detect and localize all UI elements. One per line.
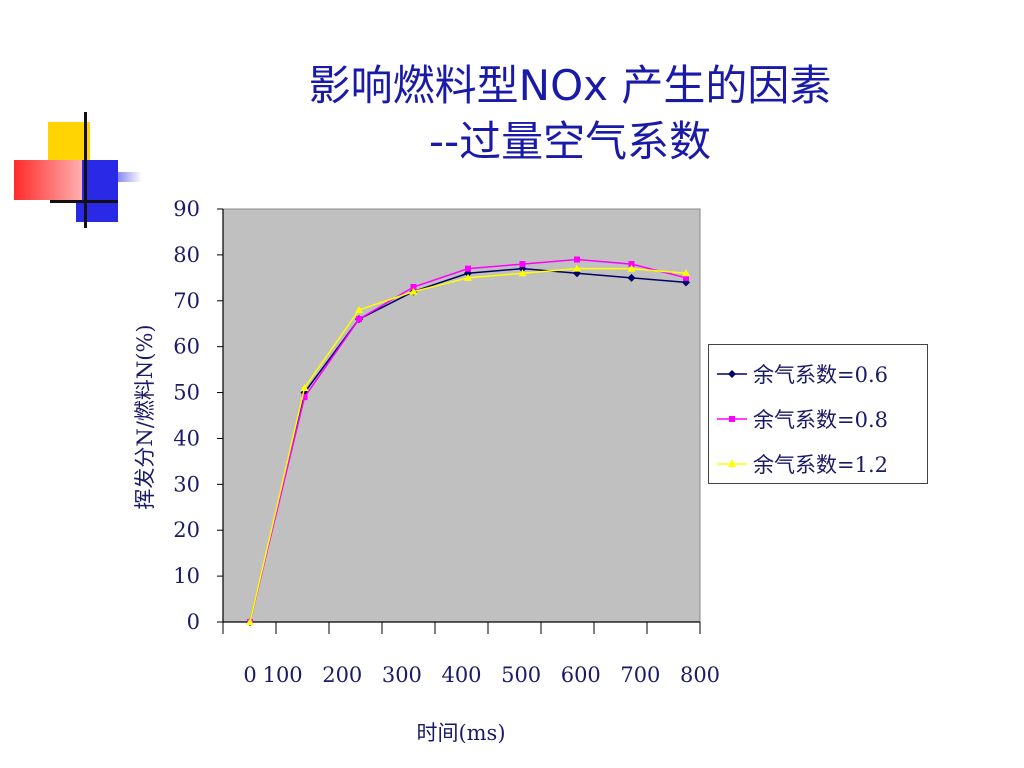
data-point xyxy=(464,273,472,281)
deco-yellow-square xyxy=(48,122,90,162)
title-line-2: --过量空气系数 xyxy=(428,117,712,166)
data-point xyxy=(356,316,362,323)
x-tick-label: 400 xyxy=(441,663,481,687)
deco-red-bar xyxy=(14,160,82,200)
y-tick-label: 30 xyxy=(173,472,200,496)
x-tick-label: 300 xyxy=(382,663,422,687)
x-tick-label: 600 xyxy=(561,663,601,687)
legend-item-0.8: 余气系数=0.8 xyxy=(715,404,888,434)
data-point xyxy=(410,284,417,291)
data-point xyxy=(518,269,527,277)
x-tick-label: 800 xyxy=(680,663,720,687)
y-tick-label: 60 xyxy=(173,335,200,359)
data-point xyxy=(301,394,308,401)
deco-blue-square xyxy=(76,160,118,222)
series-lines xyxy=(246,256,690,626)
data-point xyxy=(355,305,363,313)
title-line-1: 影响燃料型NOx 产生的因素 xyxy=(308,61,832,110)
data-point xyxy=(409,287,418,295)
data-point xyxy=(246,618,254,625)
x-tick-label: 200 xyxy=(322,663,362,687)
legend: 余气系数=0.6 余气系数=0.8 余气系数=1.2 xyxy=(708,344,928,484)
y-tick-label: 0 xyxy=(187,610,200,634)
legend-swatch-0.8 xyxy=(717,416,747,422)
x-axis-title: 时间(ms) xyxy=(416,721,505,745)
data-point xyxy=(465,265,471,272)
data-point xyxy=(627,273,636,282)
y-tick-labels: 0 10 20 30 40 50 60 70 80 90 xyxy=(173,197,200,634)
legend-item-0.6: 余气系数=0.6 xyxy=(715,359,888,389)
legend-swatch-0.6 xyxy=(717,370,747,378)
x-tick-label: 100 xyxy=(263,663,303,687)
data-point xyxy=(519,261,526,268)
deco-vertical-line xyxy=(84,112,87,228)
y-tick-label: 40 xyxy=(173,426,200,450)
x-tick-labels: 0 100 200 300 400 500 600 700 800 xyxy=(243,663,720,687)
data-point xyxy=(300,383,309,391)
data-point xyxy=(682,269,690,277)
plot-area xyxy=(222,208,701,623)
data-point xyxy=(573,264,581,272)
x-tick-label: 0 xyxy=(243,663,256,687)
slide-title: 影响燃料型NOx 产生的因素 --过量空气系数 xyxy=(160,58,980,170)
data-point xyxy=(574,256,580,263)
y-tick-label: 10 xyxy=(173,564,200,588)
legend-label-1.2: 余气系数=1.2 xyxy=(753,453,888,477)
data-point xyxy=(627,264,636,272)
deco-blue-fade xyxy=(118,172,142,182)
x-tick-label: 500 xyxy=(501,663,541,687)
y-tick-label: 80 xyxy=(173,243,200,267)
legend-item-1.2: 余气系数=1.2 xyxy=(715,449,888,479)
data-point xyxy=(628,261,635,268)
deco-horizontal-line xyxy=(50,200,118,203)
x-tick-label: 700 xyxy=(620,663,660,687)
legend-label-0.6: 余气系数=0.6 xyxy=(753,363,888,387)
legend-label-0.8: 余气系数=0.8 xyxy=(753,408,888,432)
axes xyxy=(217,208,701,634)
y-tick-label: 20 xyxy=(173,518,200,542)
data-point xyxy=(683,274,689,281)
y-axis-title: 挥发分N/燃料N(%) xyxy=(133,324,157,509)
y-tick-label: 90 xyxy=(173,197,200,221)
corner-decoration xyxy=(10,110,142,230)
y-tick-label: 70 xyxy=(173,289,200,313)
legend-swatch-1.2 xyxy=(717,459,747,467)
y-tick-label: 50 xyxy=(173,381,200,405)
